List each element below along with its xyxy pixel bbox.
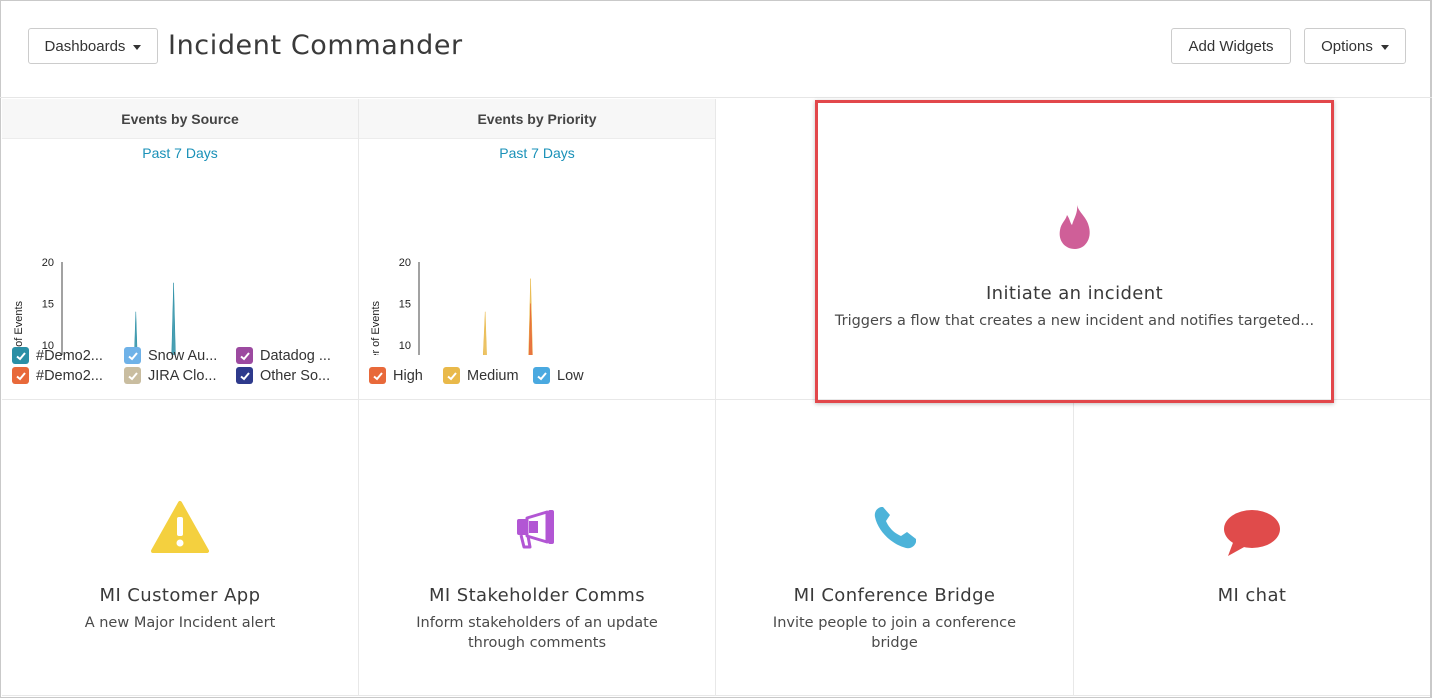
chart-subtitle: Past 7 Days	[499, 145, 575, 161]
y-tick-label: 15	[399, 299, 411, 311]
events-by-source-legend: #Demo2... Snow Au... Datadog ... #Demo2... J…	[12, 347, 352, 391]
initiate-incident-tile[interactable]: Initiate an incident Triggers a flow tha…	[818, 103, 1331, 400]
checkbox-checked-icon[interactable]	[124, 347, 141, 364]
legend-item[interactable]: High	[369, 367, 423, 384]
series-area-medium	[482, 278, 533, 355]
checkbox-checked-icon[interactable]	[12, 367, 29, 384]
y-axis-label: Number of Events	[370, 300, 382, 355]
legend-label: Other So...	[260, 367, 331, 384]
legend-item[interactable]: Medium	[443, 367, 519, 384]
page-title: Incident Commander	[168, 30, 463, 61]
legend-label: Datadog ...	[260, 347, 331, 364]
tile-title: MI Conference Bridge	[793, 585, 996, 606]
y-axis-label: Number of Events	[13, 300, 25, 355]
events-by-source-chart[interactable]: Number of Events05.0101520Oct 13 - 12PMO…	[2, 155, 357, 355]
legend-item[interactable]: Snow Au...	[124, 347, 217, 364]
y-tick-label: 15	[42, 299, 54, 311]
checkbox-checked-icon[interactable]	[443, 367, 460, 384]
legend-label: #Demo2...	[36, 367, 103, 384]
widget-title: Events by Source	[2, 99, 358, 139]
y-tick-label: 10	[42, 340, 54, 352]
warning-icon	[151, 501, 209, 553]
legend-label: Snow Au...	[148, 347, 218, 364]
initiate-incident-row	[716, 99, 1430, 400]
mi-customer-app-tile[interactable]: MI Customer App A new Major Incident ale…	[2, 400, 359, 696]
tile-description: Invite people to join a conference bridg…	[772, 615, 1017, 651]
tile-description: Inform stakeholders of an update through…	[416, 615, 658, 651]
dashboards-dropdown-button[interactable]: Dashboards	[28, 28, 158, 64]
legend-label: Low	[557, 367, 584, 384]
legend-item[interactable]: Other So...	[236, 367, 330, 384]
legend-label: High	[393, 367, 423, 384]
chart-subtitle: Past 7 Days	[142, 145, 218, 161]
tile-title: MI Stakeholder Comms	[428, 585, 645, 606]
tile-description: Triggers a flow that creates a new incid…	[834, 313, 1315, 329]
caret-down-icon	[133, 44, 142, 50]
events-by-priority-legend: High Medium Low	[369, 367, 709, 391]
checkbox-checked-icon[interactable]	[12, 347, 29, 364]
events-by-priority-chart[interactable]: Number of Events05.0101520Oct 13 - 12PMO…	[359, 155, 714, 355]
series-area-high	[528, 303, 533, 355]
megaphone-icon	[517, 510, 554, 549]
tile-description: A new Major Incident alert	[84, 615, 276, 631]
y-tick-label: 10	[399, 340, 411, 352]
legend-label: #Demo2...	[36, 347, 103, 364]
checkbox-checked-icon[interactable]	[369, 367, 386, 384]
widget-title: Events by Priority	[359, 99, 715, 139]
legend-item[interactable]: #Demo2...	[12, 367, 103, 384]
legend-item[interactable]: Datadog ...	[236, 347, 331, 364]
mi-stakeholder-comms-tile[interactable]: MI Stakeholder Comms Inform stakeholders…	[359, 400, 716, 696]
legend-item[interactable]: Low	[533, 367, 584, 384]
options-dropdown-button[interactable]: Options	[1304, 28, 1406, 64]
series-area--demo2-	[134, 282, 176, 355]
y-tick-label: 20	[42, 257, 54, 269]
checkbox-checked-icon[interactable]	[236, 347, 253, 364]
caret-down-icon	[1380, 44, 1389, 50]
checkbox-checked-icon[interactable]	[124, 367, 141, 384]
dashboard-header: Dashboards Incident Commander Add Widget…	[0, 0, 1432, 98]
dashboards-label: Dashboards	[44, 37, 126, 55]
options-label: Options	[1321, 37, 1373, 55]
tile-title: MI Customer App	[99, 585, 261, 606]
tile-title: Initiate an incident	[985, 283, 1164, 304]
legend-label: Medium	[467, 367, 519, 384]
chat-bubble-icon	[1224, 510, 1280, 556]
legend-label: JIRA Clo...	[148, 367, 217, 384]
checkbox-checked-icon[interactable]	[533, 367, 550, 384]
events-by-source-widget: Events by Source Past 7 Days Number of E…	[2, 99, 359, 400]
fire-icon	[1059, 205, 1090, 249]
mi-chat-tile[interactable]: MI chat	[1074, 400, 1430, 696]
tile-title: MI chat	[1217, 585, 1287, 606]
phone-icon	[874, 507, 916, 549]
legend-item[interactable]: #Demo2...	[12, 347, 103, 364]
legend-item[interactable]: JIRA Clo...	[124, 367, 217, 384]
mi-conference-bridge-tile[interactable]: MI Conference Bridge Invite people to jo…	[716, 400, 1074, 696]
events-by-priority-widget: Events by Priority Past 7 Days Number of…	[359, 99, 716, 400]
add-widgets-button[interactable]: Add Widgets	[1171, 28, 1291, 64]
y-tick-label: 20	[399, 257, 411, 269]
checkbox-checked-icon[interactable]	[236, 367, 253, 384]
